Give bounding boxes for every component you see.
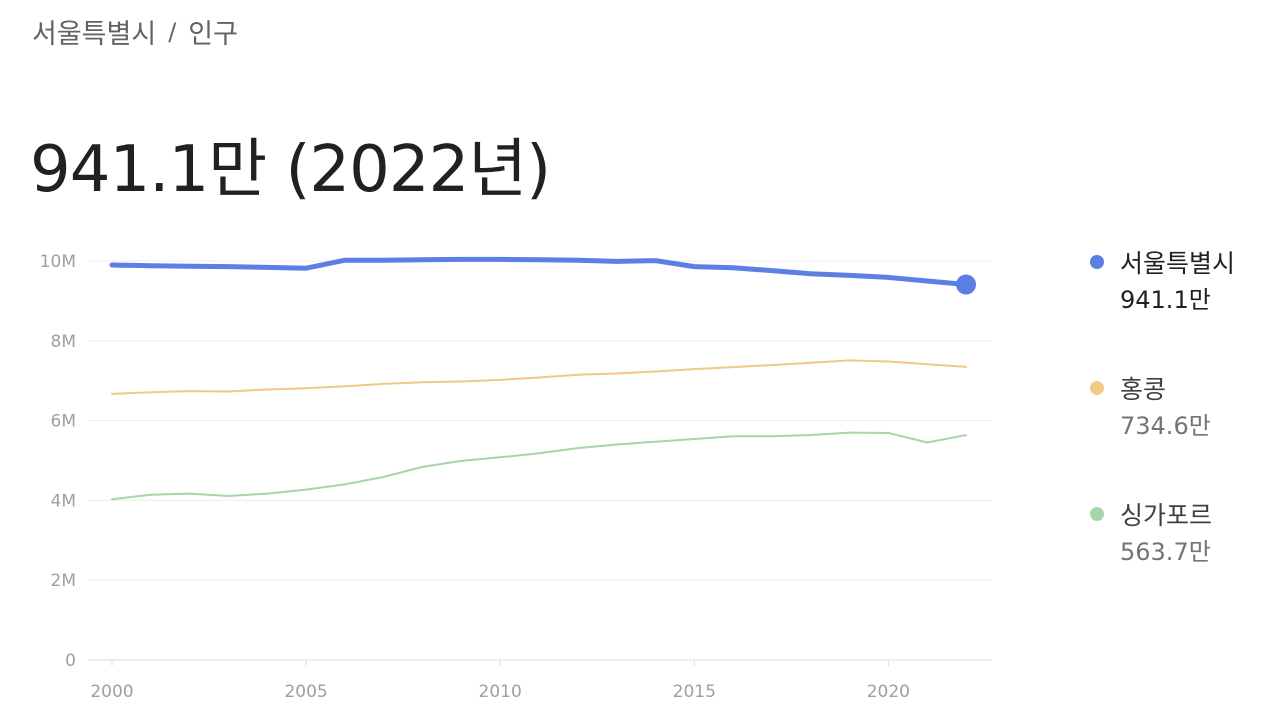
breadcrumb-current: 인구 xyxy=(188,19,238,50)
legend-name-seoul: 서울특별시 xyxy=(1120,249,1236,278)
legend-dot-seoul xyxy=(1090,255,1104,269)
legend-name-hongkong: 홍콩 xyxy=(1120,375,1167,404)
legend-name-singapore: 싱가포르 xyxy=(1120,501,1213,530)
breadcrumb-parent-link[interactable]: 서울특별시 xyxy=(32,19,157,50)
y-tick-label: 4M xyxy=(51,491,76,511)
y-tick-label: 8M xyxy=(51,332,76,352)
y-tick-label: 6M xyxy=(51,412,76,432)
series-line-singapore xyxy=(111,431,967,501)
y-tick-label: 2M xyxy=(51,571,76,591)
y-tick-label: 10M xyxy=(40,252,76,272)
headline-population-value: 941.1만 (2022년) xyxy=(30,133,551,207)
series-lines xyxy=(109,256,976,501)
series-endpoint-seoul[interactable] xyxy=(956,274,976,295)
series-line-hongkong xyxy=(111,359,967,395)
legend-value-singapore: 563.7만 xyxy=(1120,538,1211,566)
y-axis-ticks: 0 2M 4M 6M 8M 10M xyxy=(40,252,76,671)
gridlines xyxy=(88,260,992,661)
legend-item-seoul[interactable]: 서울특별시 941.1만 xyxy=(1090,240,1270,366)
breadcrumb: 서울특별시 / 인구 xyxy=(32,12,238,51)
x-tick-label: 2005 xyxy=(284,682,327,702)
x-tick-label: 2020 xyxy=(867,682,910,702)
legend-item-hongkong[interactable]: 홍콩 734.6만 xyxy=(1090,366,1270,492)
series-line-seoul xyxy=(109,256,969,287)
y-tick-label: 0 xyxy=(65,651,76,671)
x-tick-label: 2015 xyxy=(673,682,716,702)
chart-legend: 서울특별시 941.1만 홍콩 734.6만 싱가포르 563.7만 xyxy=(1090,240,1270,618)
legend-dot-singapore xyxy=(1090,507,1104,521)
legend-item-singapore[interactable]: 싱가포르 563.7만 xyxy=(1090,492,1270,618)
population-line-chart[interactable]: 0 2M 4M 6M 8M 10M 2000 2005 2010 2015 2020 xyxy=(0,230,1060,710)
breadcrumb-separator: / xyxy=(168,17,177,46)
legend-value-hongkong: 734.6만 xyxy=(1120,412,1211,440)
x-tick-label: 2010 xyxy=(479,682,522,702)
x-axis-ticks: 2000 2005 2010 2015 2020 xyxy=(90,660,910,702)
legend-value-seoul: 941.1만 xyxy=(1120,286,1211,314)
x-tick-label: 2000 xyxy=(90,682,133,702)
legend-dot-hongkong xyxy=(1090,381,1104,395)
